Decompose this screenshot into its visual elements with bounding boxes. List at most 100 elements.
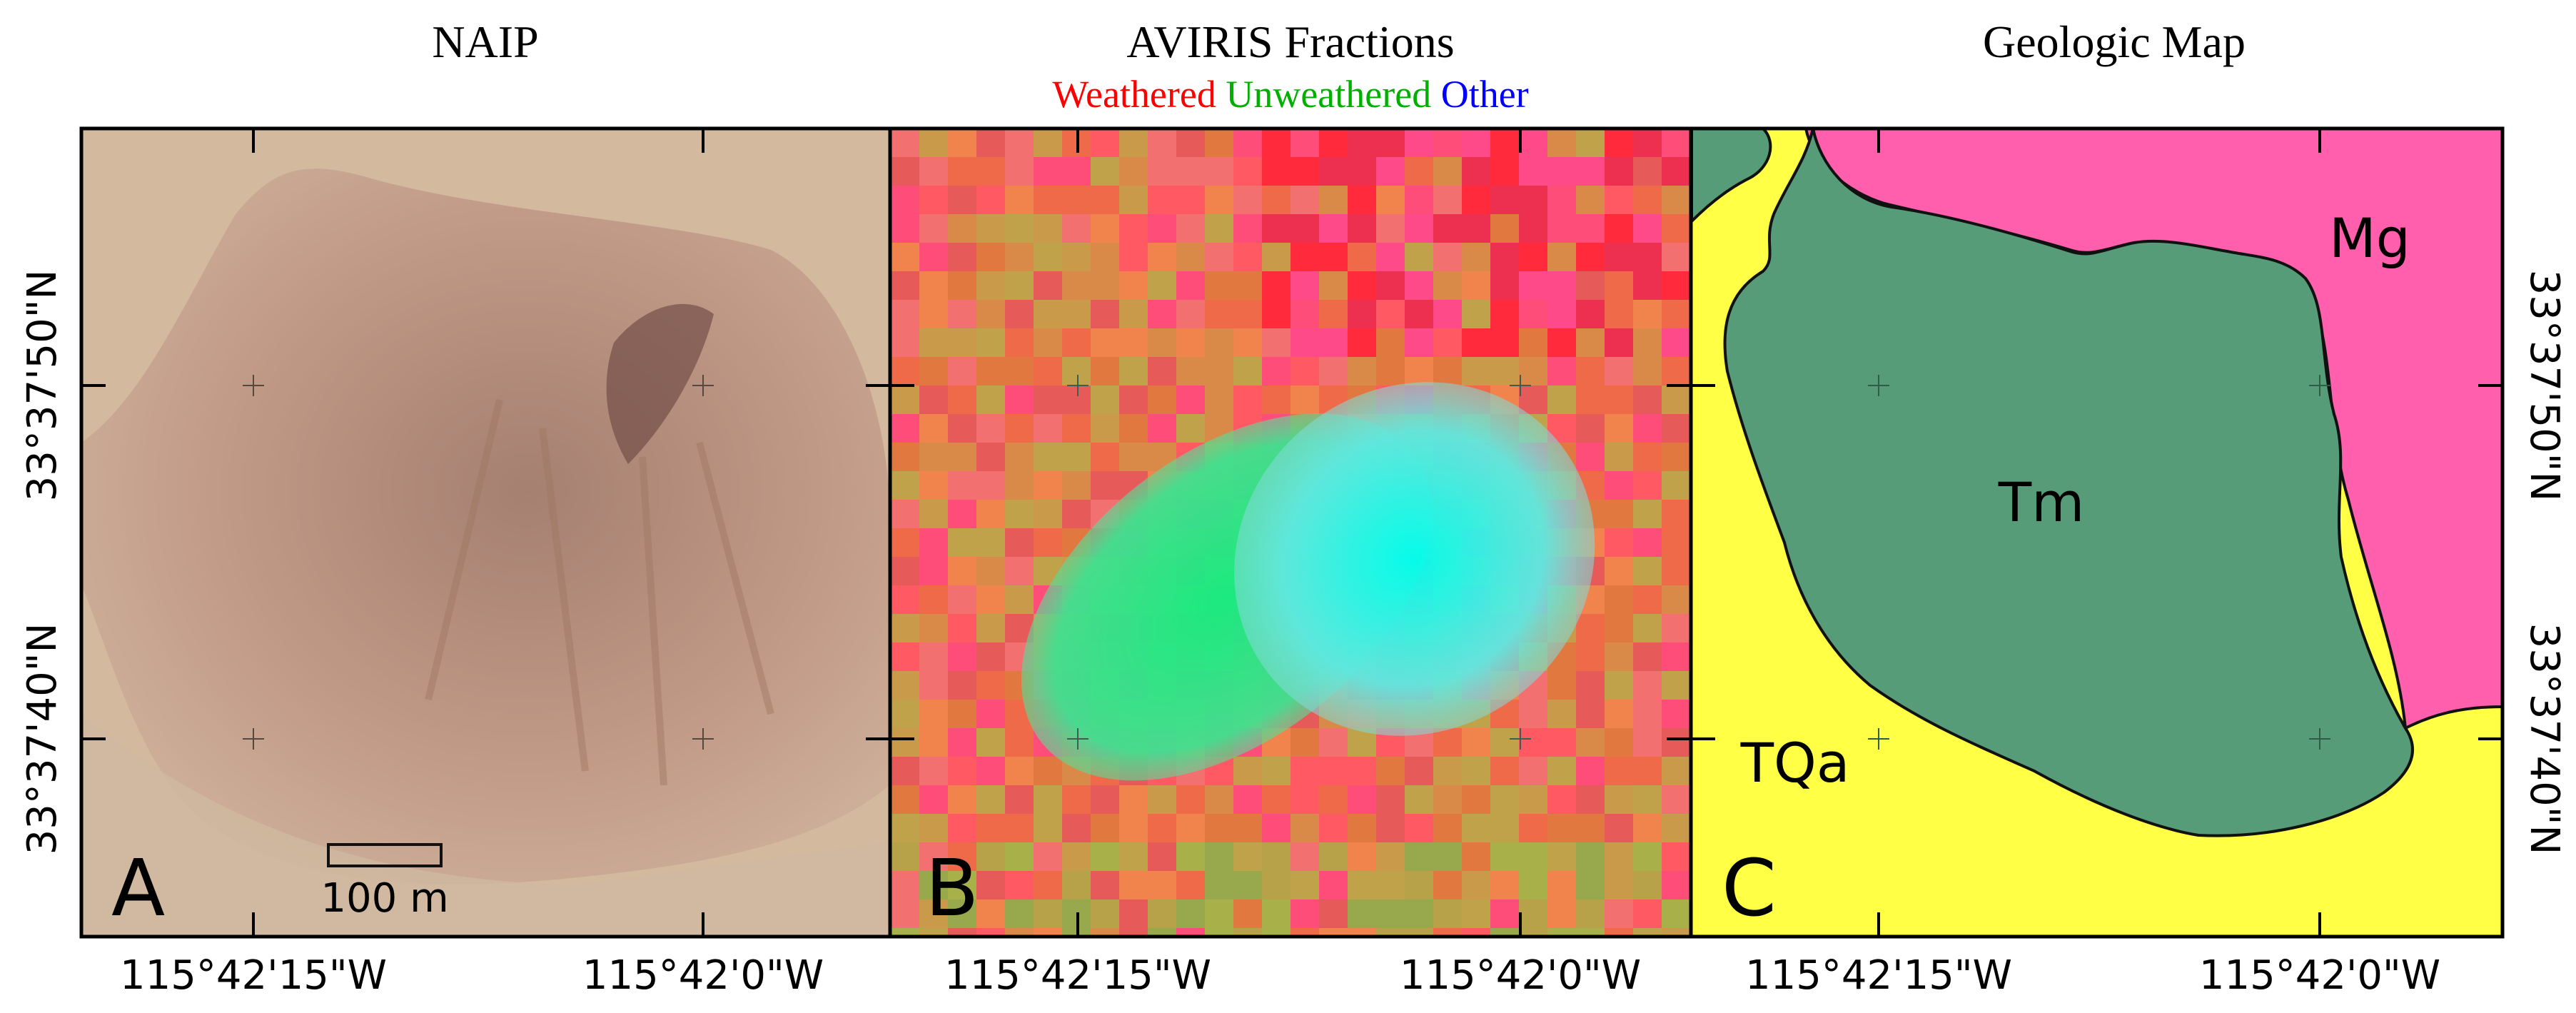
- unit-label-tqa: TQa: [1740, 731, 1850, 795]
- aviris-pixel: [919, 271, 948, 300]
- aviris-pixel: [1005, 243, 1034, 271]
- aviris-pixel: [1576, 128, 1605, 157]
- aviris-pixel: [1319, 128, 1348, 157]
- aviris-pixel: [1233, 357, 1262, 385]
- aviris-pixel: [1148, 871, 1176, 899]
- aviris-pixel: [1662, 585, 1690, 614]
- aviris-pixel: [1605, 186, 1633, 214]
- aviris-pixel: [1091, 214, 1119, 243]
- aviris-pixel: [1576, 814, 1605, 842]
- aviris-pixel: [976, 585, 1005, 614]
- graticule-crosses: [243, 375, 714, 750]
- aviris-pixel: [1633, 300, 1662, 328]
- aviris-pixel: [1576, 157, 1605, 186]
- aviris-pixel: [1148, 814, 1176, 842]
- aviris-pixel: [1005, 785, 1034, 814]
- aviris-pixel: [891, 385, 919, 414]
- panel-c-title: Geologic Map: [1983, 16, 2246, 67]
- aviris-pixel: [1233, 814, 1262, 842]
- aviris-pixel: [1547, 214, 1576, 243]
- scale-bar: [327, 843, 443, 867]
- aviris-pixel: [1062, 214, 1091, 243]
- aviris-pixel: [1319, 328, 1348, 357]
- aviris-pixel: [1148, 928, 1176, 937]
- aviris-pixel: [1547, 871, 1576, 899]
- aviris-pixel: [1148, 128, 1176, 157]
- aviris-pixel: [1633, 528, 1662, 557]
- aviris-pixel: [1405, 186, 1433, 214]
- x-tick-label: 115°42'0"W: [582, 952, 824, 999]
- aviris-pixel: [1290, 300, 1319, 328]
- aviris-pixel: [976, 300, 1005, 328]
- aviris-pixel: [1034, 500, 1062, 528]
- panel-a-title: NAIP: [432, 16, 538, 67]
- aviris-pixel: [1433, 328, 1462, 357]
- aviris-pixel: [919, 357, 948, 385]
- aviris-pixel: [1405, 928, 1433, 937]
- aviris-pixel: [1005, 357, 1034, 385]
- aviris-pixel: [1490, 357, 1519, 385]
- aviris-pixel: [1405, 157, 1433, 186]
- aviris-pixel: [1576, 642, 1605, 671]
- aviris-pixel: [1576, 214, 1605, 243]
- aviris-pixel: [1490, 757, 1519, 785]
- unit-highlight: [1021, 382, 1595, 781]
- aviris-pixel: [976, 328, 1005, 357]
- aviris-pixel: [1205, 899, 1233, 928]
- aviris-pixel: [948, 271, 976, 300]
- aviris-pixel: [891, 357, 919, 385]
- aviris-pixel: [1348, 328, 1376, 357]
- aviris-pixel: [1376, 214, 1405, 243]
- scale-bar-label: 100 m: [320, 875, 448, 922]
- aviris-pixel: [1633, 871, 1662, 899]
- aviris-pixel: [891, 842, 919, 871]
- aviris-pixel: [1034, 871, 1062, 899]
- aviris-pixel: [1433, 871, 1462, 899]
- aviris-pixel: [1091, 300, 1119, 328]
- aviris-pixel: [1348, 928, 1376, 937]
- aviris-pixel: [1576, 614, 1605, 642]
- aviris-pixel: [919, 443, 948, 471]
- aviris-pixel: [919, 671, 948, 700]
- aviris-pixel: [976, 728, 1005, 757]
- y-tick-label-right: 33°37'50"N: [2521, 270, 2567, 502]
- aviris-pixel: [1462, 300, 1490, 328]
- aviris-pixel: [1547, 243, 1576, 271]
- aviris-pixel: [1490, 243, 1519, 271]
- aviris-pixel: [1005, 385, 1034, 414]
- aviris-pixel: [1176, 899, 1205, 928]
- aviris-pixel: [1119, 842, 1148, 871]
- aviris-pixel: [1062, 814, 1091, 842]
- aviris-pixel: [1633, 443, 1662, 471]
- aviris-pixel: [1376, 928, 1405, 937]
- aviris-pixel: [1576, 186, 1605, 214]
- aviris-pixel: [919, 328, 948, 357]
- aviris-pixel: [1519, 757, 1547, 785]
- aviris-pixel: [1519, 385, 1547, 414]
- unit-label-mg: Mg: [2329, 206, 2410, 270]
- aviris-pixel: [1605, 214, 1633, 243]
- aviris-pixel: [1633, 385, 1662, 414]
- aviris-pixel: [1119, 385, 1148, 414]
- aviris-pixel: [1148, 271, 1176, 300]
- aviris-pixel: [1319, 243, 1348, 271]
- aviris-pixel: [919, 642, 948, 671]
- aviris-pixel: [891, 671, 919, 700]
- aviris-pixel: [1576, 385, 1605, 414]
- aviris-pixel: [891, 414, 919, 443]
- aviris-pixel: [948, 357, 976, 385]
- aviris-pixel: [1005, 728, 1034, 757]
- aviris-pixel: [1405, 785, 1433, 814]
- aviris-pixel: [1034, 842, 1062, 871]
- aviris-pixel: [1662, 928, 1690, 937]
- aviris-pixel: [1319, 899, 1348, 928]
- aviris-pixel: [891, 871, 919, 899]
- aviris-pixel: [1233, 214, 1262, 243]
- aviris-pixel: [1547, 842, 1576, 871]
- panel-b: [891, 128, 1690, 937]
- aviris-pixel: [1462, 157, 1490, 186]
- aviris-pixel: [1233, 871, 1262, 899]
- aviris-pixel: [976, 842, 1005, 871]
- aviris-pixel: [1148, 157, 1176, 186]
- aviris-pixel: [1034, 528, 1062, 557]
